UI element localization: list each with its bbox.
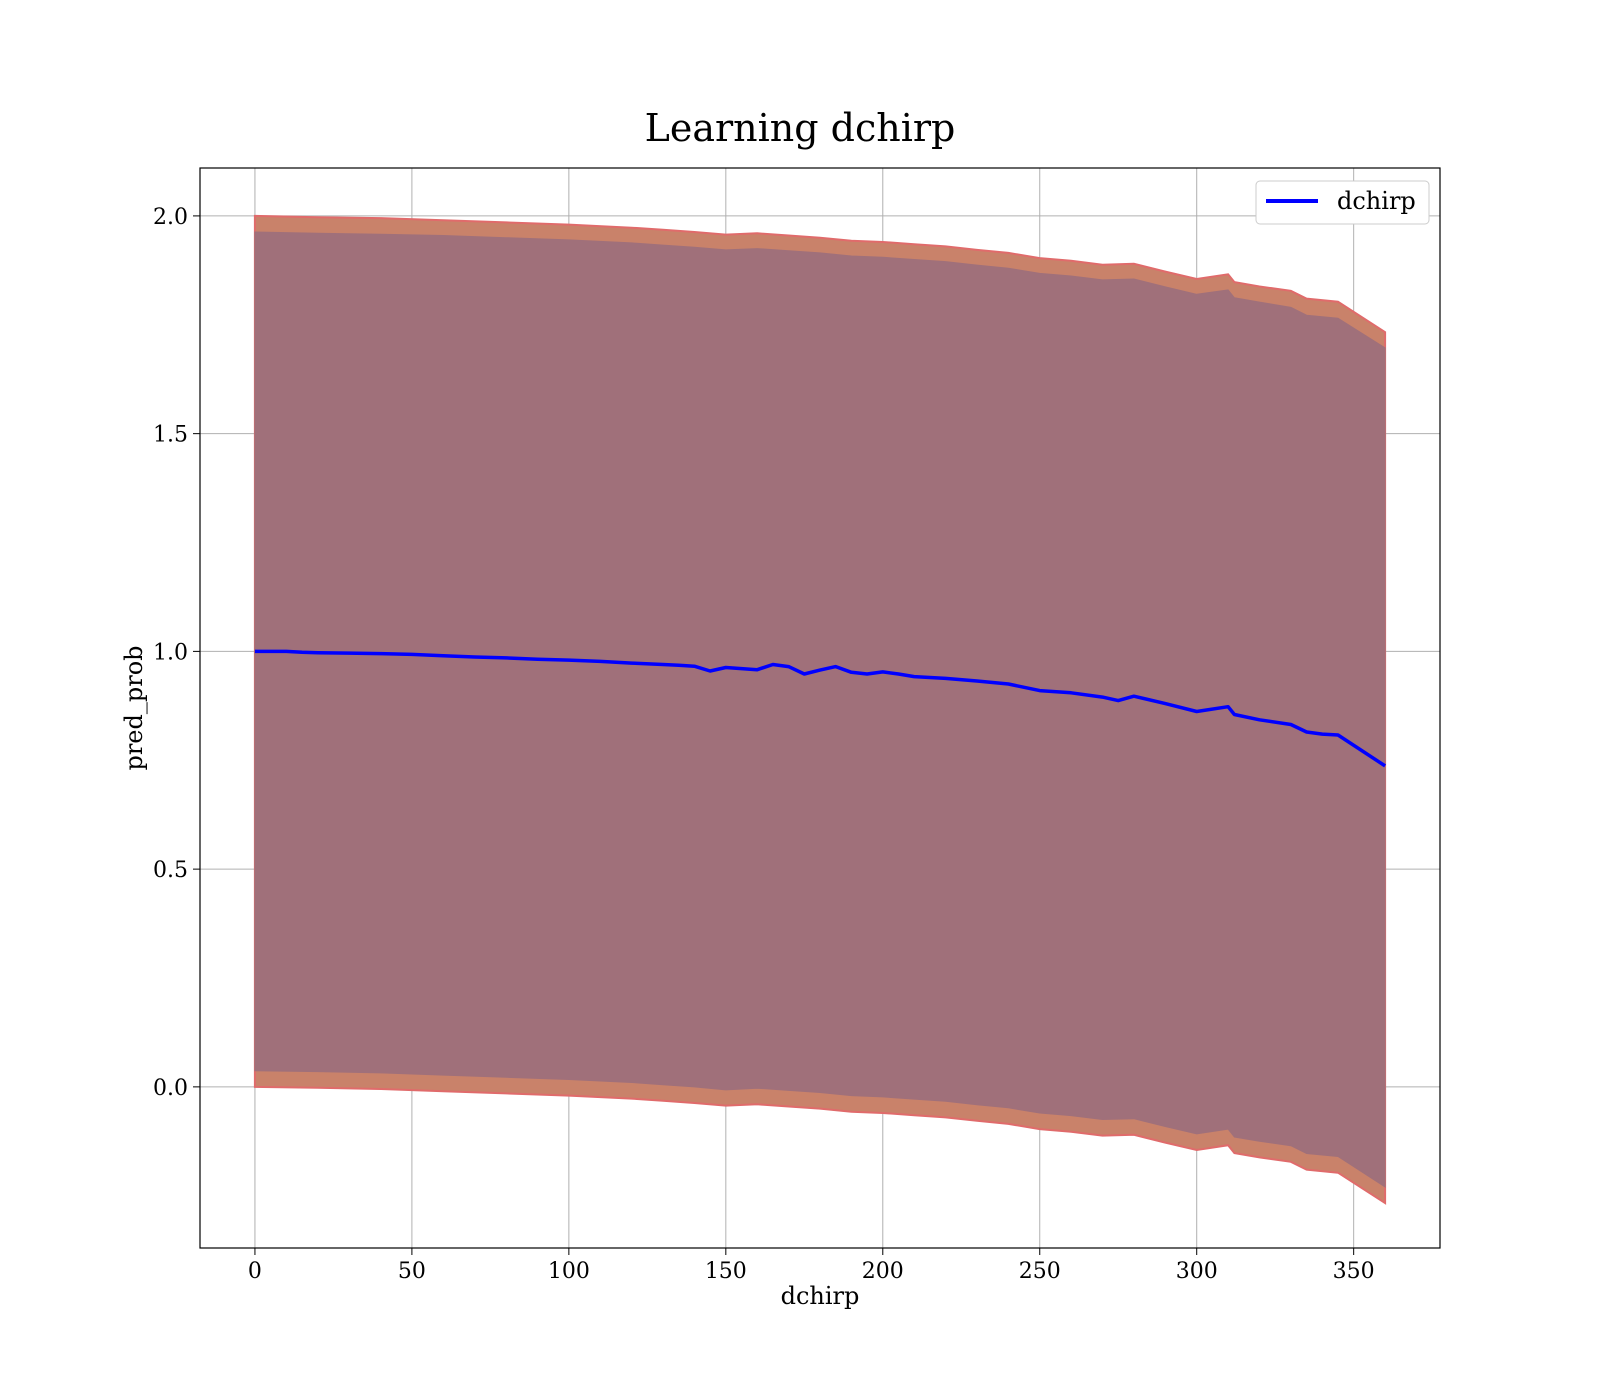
x-tick-label: 200 [862,1259,904,1284]
series-line-0 [254,649,1387,768]
y-tick-label: 1.5 [153,423,188,448]
chart-title: Learning dchirp [645,106,956,150]
y-tick-label: 2.0 [153,205,188,230]
bands [253,214,1387,1205]
plot-frame [199,167,1441,1249]
y-axis-label: pred_prob [120,645,148,770]
x-tick-label: 300 [1176,1259,1218,1284]
y-ticks: 0.0 0.5 1.0 1.5 2.0 [153,205,200,1101]
x-ticks: 0 50 100 150 200 250 300 350 [248,1248,1375,1284]
x-tick-label: 150 [705,1259,747,1284]
confidence-band-1 [254,231,1386,1188]
y-tick-label: 0.0 [153,1076,188,1101]
y-tick-label: 0.5 [153,858,188,883]
x-tick-label: 350 [1333,1259,1375,1284]
series-lines [254,649,1387,768]
x-axis-label: dchirp [781,1282,860,1310]
y-tick-label: 1.0 [153,640,188,665]
legend-box [1255,180,1430,225]
legend-entry: dchirp [1337,187,1416,215]
legend: dchirp [1255,180,1430,225]
x-tick-label: 0 [248,1259,262,1284]
x-tick-label: 100 [548,1259,590,1284]
x-tick-label: 250 [1019,1259,1061,1284]
x-tick-label: 50 [398,1259,426,1284]
